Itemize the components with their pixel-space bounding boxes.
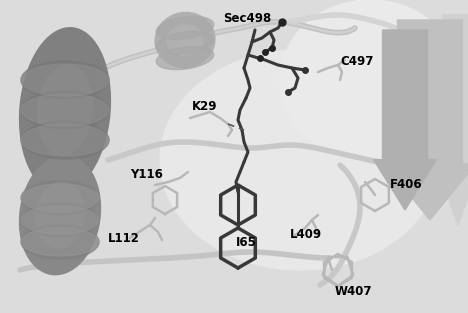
FancyArrow shape: [437, 15, 468, 225]
Ellipse shape: [156, 31, 214, 54]
Ellipse shape: [280, 0, 460, 160]
Ellipse shape: [36, 182, 84, 248]
Ellipse shape: [38, 65, 92, 155]
Text: K29: K29: [192, 100, 218, 113]
Ellipse shape: [160, 50, 440, 270]
Text: F406: F406: [390, 178, 423, 191]
Text: C497: C497: [340, 55, 373, 68]
Ellipse shape: [167, 25, 203, 55]
Text: L112: L112: [108, 232, 140, 245]
Ellipse shape: [21, 94, 109, 126]
Ellipse shape: [20, 28, 110, 192]
Ellipse shape: [21, 124, 109, 156]
Ellipse shape: [21, 203, 99, 237]
Ellipse shape: [21, 121, 109, 159]
Ellipse shape: [21, 225, 99, 259]
FancyArrow shape: [373, 30, 437, 210]
Text: L409: L409: [290, 228, 322, 241]
Ellipse shape: [156, 16, 214, 40]
Ellipse shape: [21, 184, 99, 212]
Ellipse shape: [21, 91, 109, 129]
Text: I65: I65: [236, 236, 257, 249]
Ellipse shape: [21, 64, 109, 96]
Text: W407: W407: [335, 285, 373, 298]
Ellipse shape: [156, 46, 214, 69]
Ellipse shape: [21, 61, 109, 99]
Ellipse shape: [21, 181, 99, 215]
FancyArrow shape: [385, 20, 468, 220]
Text: Y116: Y116: [130, 168, 163, 181]
Ellipse shape: [20, 155, 101, 275]
Text: Sec498: Sec498: [223, 12, 271, 25]
Ellipse shape: [21, 206, 99, 234]
Ellipse shape: [21, 228, 99, 256]
Ellipse shape: [155, 13, 215, 68]
